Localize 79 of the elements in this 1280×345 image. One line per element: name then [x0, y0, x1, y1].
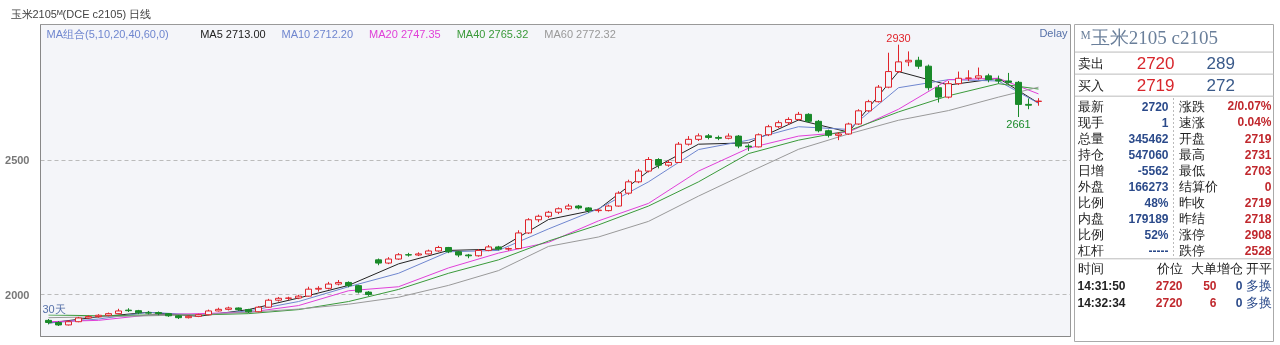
text: 179189: [1128, 212, 1169, 227]
text: 547060: [1128, 148, 1169, 163]
text: 大单: [1190, 261, 1217, 277]
text: 涨跌: [1178, 98, 1205, 114]
text: 增仓: [1215, 261, 1243, 277]
text: 昨收: [1178, 195, 1205, 211]
text: 6: [1209, 296, 1217, 311]
text: 0: [1264, 180, 1272, 195]
text: 2720: [1155, 296, 1183, 311]
text: 2/0.07%: [1227, 99, 1272, 114]
text: 2719: [1136, 76, 1175, 96]
text: 最低: [1178, 163, 1205, 179]
text: MA40 2765.32: [456, 27, 529, 40]
chart-title: 玉米2105ᴹ(DCE c2105) 日线: [10, 7, 152, 20]
text: 2720: [1136, 54, 1175, 74]
text: 持仓: [1077, 147, 1104, 163]
text: 345462: [1128, 131, 1169, 146]
text: 开平: [1245, 261, 1272, 277]
annotation: 2930: [886, 31, 911, 44]
legend-title: MA组合(5,10,20,40,60,0): [46, 27, 169, 40]
text: 比例: [1077, 227, 1104, 243]
candlestick: [885, 52, 892, 89]
text: 0: [1235, 279, 1243, 294]
text: 48%: [1144, 195, 1169, 210]
text: 2719: [1244, 131, 1272, 146]
text: 52%: [1144, 227, 1169, 242]
text: 2703: [1244, 164, 1272, 179]
text: 14:31:50: [1077, 278, 1126, 293]
text: 最高: [1178, 147, 1205, 163]
text: 2731: [1244, 148, 1272, 163]
y-tick-label: 2500: [5, 154, 30, 167]
text: 涨停: [1178, 227, 1205, 243]
text: 50: [1203, 279, 1217, 294]
text: MA20 2747.35: [369, 27, 441, 40]
text: 2719: [1244, 196, 1272, 211]
text: 外盘: [1077, 179, 1104, 195]
text: 价位: [1155, 261, 1183, 277]
text: 杠杆: [1076, 243, 1104, 259]
text: 多换: [1245, 295, 1272, 311]
text: 昨结: [1178, 211, 1205, 227]
text: -5562: [1137, 164, 1169, 179]
text: 卖出: [1077, 55, 1104, 71]
text: MA10 2712.20: [281, 27, 354, 40]
text: 开盘: [1178, 130, 1205, 146]
text: 速涨: [1178, 114, 1205, 130]
text: 2908: [1244, 228, 1272, 243]
text: 时间: [1077, 261, 1104, 277]
text: 日增: [1077, 163, 1104, 179]
text: 2528: [1244, 244, 1272, 259]
annotation: 30天: [42, 302, 66, 315]
text: 结算价: [1178, 179, 1218, 195]
text: 总量: [1076, 130, 1104, 146]
text: 买入: [1077, 77, 1104, 93]
y-tick-label: 2000: [5, 288, 30, 301]
text: 跌停: [1178, 243, 1205, 259]
candlestick: [1015, 80, 1022, 118]
annotation: Delay: [1039, 26, 1068, 39]
text: 多换: [1245, 278, 1272, 294]
text: ᴹ玉米2105 c2105: [1080, 26, 1218, 48]
text: MA60 2772.32: [544, 27, 616, 40]
text: 内盘: [1077, 211, 1104, 227]
annotation: 2661: [1006, 118, 1031, 131]
text: 14:32:34: [1077, 295, 1126, 310]
text: 2720: [1141, 99, 1169, 114]
candlestick: [895, 44, 902, 74]
text: 272: [1206, 76, 1235, 96]
text: -----: [1148, 244, 1169, 259]
text: 现手: [1077, 114, 1104, 130]
text: 2720: [1155, 279, 1183, 294]
text: 0: [1235, 296, 1243, 311]
candlestick: [925, 64, 932, 91]
text: MA5 2713.00: [200, 27, 266, 40]
text: 1: [1161, 115, 1169, 130]
text: 比例: [1077, 195, 1104, 211]
text: 最新: [1077, 98, 1104, 114]
text: 289: [1206, 54, 1235, 74]
text: 2718: [1244, 212, 1272, 227]
text: 0.04%: [1237, 115, 1272, 130]
text: 166273: [1128, 180, 1169, 195]
